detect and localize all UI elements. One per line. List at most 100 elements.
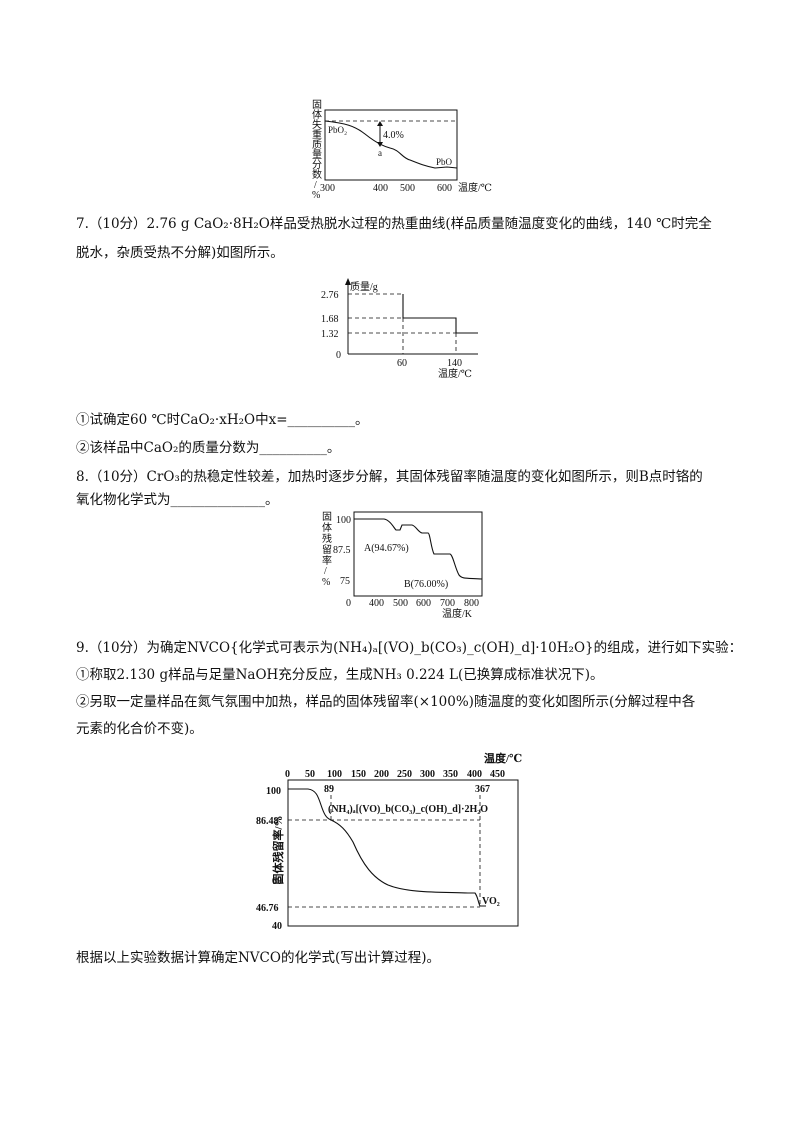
fig4-x-tick: 350 [443, 769, 458, 780]
fig1-ylabel-char: 体 [312, 109, 322, 121]
fig4-x-tick: 0 [285, 769, 290, 780]
fig3-ylabel-char: 残 [322, 532, 332, 545]
fig3-point-a: A(94.67%) [364, 543, 409, 554]
fig1-x-tick: 500 [400, 183, 415, 194]
fig4-y-tick: 46.76 [256, 903, 279, 914]
fig2-y-tick: 1.68 [321, 314, 339, 325]
fig3-frame [353, 511, 483, 597]
fig4-x-tick: 100 [327, 769, 342, 780]
fig4-y-tick: 86.48 [256, 816, 279, 827]
fig1-annotation: 4.0% [383, 130, 404, 141]
fig3-x-tick: 800 [464, 598, 479, 609]
fig2-curve [402, 294, 478, 334]
fig1-x-ticks: 300 400 500 600 [320, 183, 452, 194]
q9-line3: ②另取一定量样品在氮气氛围中加热，样品的固体残留率(×100%)随温度的变化如图… [76, 694, 696, 710]
fig3-xlabel: 温度/K [442, 607, 473, 620]
fig2-y-tick: 1.32 [321, 329, 339, 340]
fig4-x-tick: 150 [351, 769, 366, 780]
fig1-ylabel-char: 分 [312, 159, 322, 171]
fig4-y-ticks: 100 86.48 60 46.76 40 [256, 786, 282, 932]
fig1-xlabel: 温度/℃ [458, 181, 492, 194]
q9-line2: ①称取2.130 g样品与足量NaOH充分反应，生成NH₃ 0.224 L(已换… [76, 667, 604, 683]
fig3-y-tick: 75 [340, 576, 350, 587]
fig3-x-tick: 400 [369, 598, 384, 609]
fig3-y-tick: 87.5 [333, 545, 351, 556]
fig1-point-a: a [378, 148, 382, 158]
fig3-ylabel-char: 留 [322, 543, 332, 556]
fig2-xlabel: 温度/℃ [438, 367, 472, 380]
fig1-ylabel-char: 固 [312, 99, 322, 111]
fig1-ylabel-char: % [312, 190, 320, 201]
fig1-ylabel-char: 质 [312, 139, 322, 151]
q7-sub2: ②该样品中CaO₂的质量分数为__________。 [76, 440, 341, 456]
fig4-x-tick: 200 [374, 769, 389, 780]
fig1-frame [324, 109, 458, 181]
q7-sub1: ①试确定60 ℃时CaO₂·xH₂O中x=__________。 [76, 412, 369, 428]
fig4-y-tick: 40 [272, 921, 282, 932]
fig1-ylabel-char: 量 [312, 149, 322, 161]
fig4-xlabel: 温度/℃ [484, 751, 522, 765]
fig1-label-end: PbO [436, 157, 453, 167]
fig1-x-tick: 600 [437, 183, 452, 194]
fig3-y-tick: 100 [336, 515, 351, 526]
fig3-x-tick: 500 [393, 598, 408, 609]
q8-line1: 8.（10分）CrO₃的热稳定性较差，加热时逐步分解，其固体残留率随温度的变化如… [76, 469, 703, 485]
figure-cao2-mass: 质量/g 2.76 1.68 1.32 0 60 140 温度/℃ [321, 278, 478, 380]
fig4-x-ticks: 0 50 100 150 200 250 300 350 400 450 [285, 769, 505, 780]
fig3-ylabel: 固 体 残 留 率 / % [322, 511, 332, 588]
fig1-ylabel-char: 数 [312, 168, 322, 181]
fig1-ylabel-char: 重 [312, 128, 322, 141]
fig4-mark-89: 89 [324, 784, 334, 795]
fig3-x-tick: 700 [440, 598, 455, 609]
fig3-x-tick: 600 [416, 598, 431, 609]
q7-line2: 脱水，杂质受热不分解)如图所示。 [76, 245, 284, 261]
fig3-point-b: B(76.00%) [404, 579, 448, 590]
figure-nvco-residual: 温度/℃ 0 50 100 150 200 250 300 350 400 45… [256, 751, 522, 932]
fig4-frame [287, 779, 519, 927]
fig4-mark-367: 367 [475, 784, 490, 795]
fig4-ylabel: 固体残留率/% [271, 815, 285, 884]
fig4-x-tick: 450 [490, 769, 505, 780]
fig2-y-arrow [345, 278, 351, 285]
fig2-y-tick: 2.76 [321, 290, 339, 301]
fig3-ylabel-char: / [324, 566, 327, 577]
fig3-y-ticks: 100 87.5 75 0 [333, 515, 351, 609]
fig3-ylabel-char: 体 [322, 522, 332, 534]
fig2-origin: 0 [336, 350, 341, 361]
q8-line2: 氧化物化学式为______________。 [76, 492, 279, 508]
fig4-compound: (NH₄)ₐ[(VO)_b(CO₃)_c(OH)_d]·2H₂O [328, 804, 488, 815]
fig4-y-tick: 100 [266, 786, 281, 797]
fig2-x-tick: 60 [397, 358, 407, 369]
q9-line1: 9.（10分）为确定NVCO{化学式可表示为(NH₄)ₐ[(VO)_b(CO₃)… [76, 640, 743, 656]
fig4-x-tick: 400 [467, 769, 482, 780]
fig2-y-ticks: 2.76 1.68 1.32 0 [321, 290, 341, 361]
q7-line1: 7.（10分）2.76 g CaO₂·8H₂O样品受热脱水过程的热重曲线(样品质… [76, 216, 712, 232]
fig3-curve [354, 518, 483, 580]
fig1-curve [324, 120, 458, 169]
fig4-curve [288, 788, 486, 907]
fig1-arrow-head [377, 121, 383, 126]
figure-pbo2-curve: 固 体 失 重 质 量 分 数 / % 4.0% a PbO₂ PbO 300 … [312, 99, 492, 201]
fig4-x-tick: 250 [397, 769, 412, 780]
fig1-ylabel: 固 体 失 重 质 量 分 数 / % [312, 99, 322, 201]
fig1-arrow-head [377, 142, 383, 147]
fig1-label-start: PbO₂ [328, 125, 347, 135]
fig4-end-label: VO₂ [482, 896, 500, 907]
fig3-ylabel-char: 率 [322, 554, 332, 567]
fig3-ylabel-char: 固 [322, 511, 332, 523]
figure-cro3-residual: 固 体 残 留 率 / % 100 87.5 75 0 A(94.67%) B(… [322, 511, 483, 620]
fig1-ylabel-char: / [314, 180, 317, 191]
fig2-x-tick: 140 [447, 358, 462, 369]
q9-line5: 根据以上实验数据计算确定NVCO的化学式(写出计算过程)。 [76, 950, 440, 966]
fig4-x-tick: 50 [305, 769, 315, 780]
fig1-x-tick: 300 [320, 183, 335, 194]
fig2-ylabel: 质量/g [350, 281, 378, 293]
fig4-y-tick: 60 [272, 876, 282, 887]
fig3-ylabel-char: % [322, 577, 330, 588]
fig4-x-tick: 300 [420, 769, 435, 780]
fig1-ylabel-char: 失 [312, 118, 322, 131]
fig3-x-ticks: 400 500 600 700 800 [369, 598, 479, 609]
q9-line4: 元素的化合价不变)。 [76, 721, 203, 737]
fig1-x-tick: 400 [373, 183, 388, 194]
fig3-origin: 0 [346, 598, 351, 609]
